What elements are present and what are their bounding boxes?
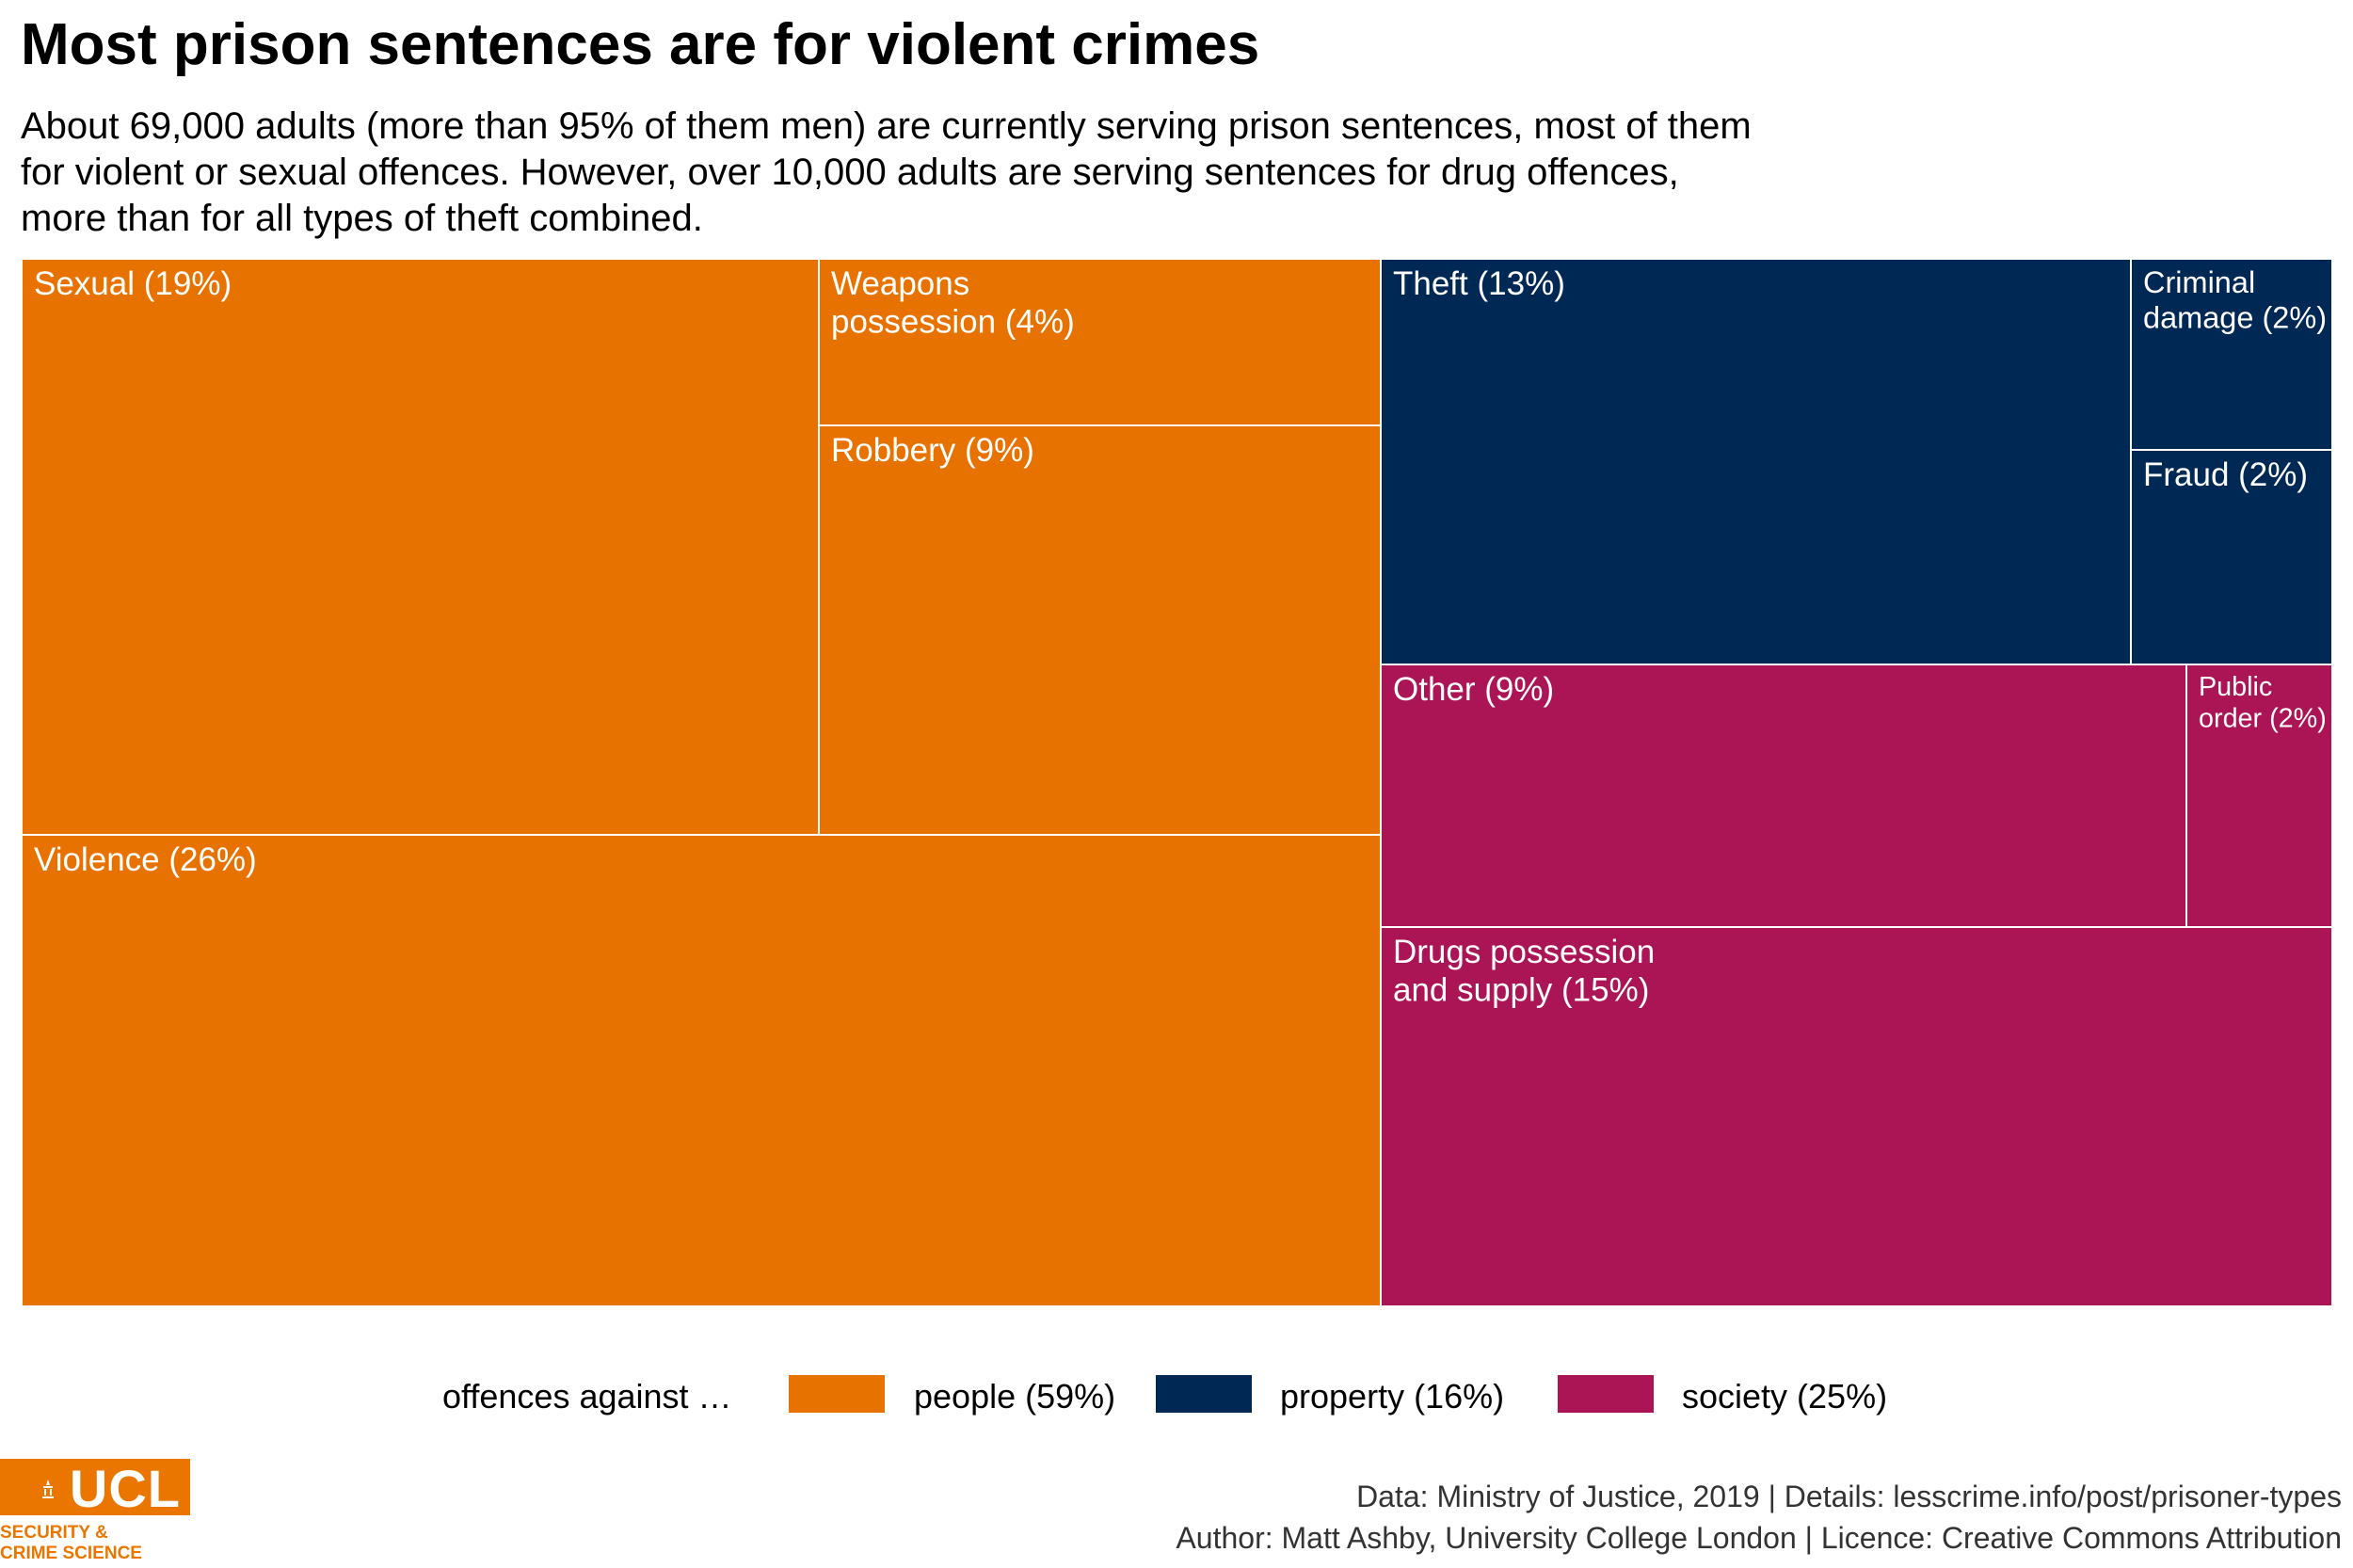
treemap-tile-criminal-damage [2130, 258, 2333, 451]
chart-subtitle: About 69,000 adults (more than 95% of th… [21, 104, 2185, 242]
treemap-label-robbery: Robbery (9%) [831, 432, 1034, 469]
logo-tagline-line: SECURITY & [0, 1523, 108, 1543]
treemap-label-violence: Violence (26%) [34, 841, 257, 878]
treemap-tile-violence [21, 834, 1382, 1307]
treemap-label-public-order: Public order (2%) [2199, 672, 2327, 733]
ucl-wordmark: UCL [69, 1459, 181, 1518]
legend-label-people: people (59%) [914, 1377, 1116, 1416]
legend-swatch-society [1558, 1375, 1654, 1413]
treemap-chart: Sexual (19%) Weapons possession (4%) Robber… [21, 258, 2333, 1307]
legend-title: offences against … [442, 1377, 732, 1416]
treemap-label-weapons-possession: Weapons possession (4%) [831, 265, 1075, 341]
treemap-tile-weapons-possession [818, 258, 1382, 426]
treemap-tile-theft [1380, 258, 2132, 665]
legend-swatch-property [1156, 1375, 1252, 1413]
treemap-label-sexual: Sexual (19%) [34, 265, 232, 302]
treemap-tile-sexual [21, 258, 820, 836]
portico-icon [42, 1480, 54, 1498]
legend-swatch-people [789, 1375, 885, 1413]
source-caption: Data: Ministry of Justice, 2019 | Detail… [1176, 1476, 2342, 1559]
treemap-tile-robbery [818, 424, 1382, 836]
logo-tagline: SECURITY & CRIME SCIENCE [0, 1523, 193, 1564]
treemap-tile-public-order [2185, 664, 2333, 928]
chart-title: Most prison sentences are for violent cr… [21, 12, 1260, 77]
caption-line: Data: Ministry of Justice, 2019 | Detail… [1356, 1480, 2342, 1513]
treemap-label-drugs-possession-and-supply: Drugs possession and supply (15%) [1393, 934, 1655, 1009]
treemap-tile-fraud [2130, 449, 2333, 665]
subtitle-line: for violent or sexual offences. However,… [21, 152, 1679, 193]
treemap-label-theft: Theft (13%) [1393, 265, 1565, 302]
treemap-tile-drugs-possession-and-supply [1380, 926, 2333, 1307]
treemap-label-other: Other (9%) [1393, 671, 1554, 708]
ucl-logo: UCL SECURITY & CRIME SCIENCE [0, 1459, 193, 1564]
subtitle-line: more than for all types of theft combine… [21, 198, 703, 239]
legend: offences against … people (59%) property… [0, 1369, 2353, 1416]
logo-tagline-line: CRIME SCIENCE [0, 1544, 142, 1563]
treemap-label-fraud: Fraud (2%) [2143, 456, 2308, 493]
treemap-tile-other [1380, 664, 2187, 928]
treemap-label-criminal-damage: Criminal damage (2%) [2143, 265, 2327, 335]
subtitle-line: About 69,000 adults (more than 95% of th… [21, 105, 1752, 147]
legend-label-property: property (16%) [1280, 1377, 1505, 1416]
legend-label-society: society (25%) [1682, 1377, 1888, 1416]
ucl-badge: UCL [0, 1459, 190, 1515]
caption-line: Author: Matt Ashby, University College L… [1176, 1521, 2342, 1555]
